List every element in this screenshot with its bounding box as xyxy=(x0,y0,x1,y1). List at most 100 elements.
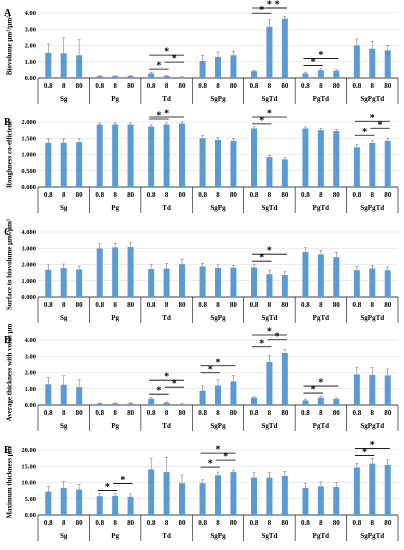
y-tick-label: 2.000 xyxy=(21,262,36,269)
panel-letter: D xyxy=(4,335,11,346)
bar xyxy=(384,140,391,187)
y-axis-label: Surface to biovolume µm²/µm³ xyxy=(6,219,14,310)
bar xyxy=(266,274,273,297)
x-tick-label: 8 xyxy=(268,519,272,527)
x-tick-label: 8 xyxy=(216,519,220,527)
bar xyxy=(60,142,67,187)
group-label: SgTd xyxy=(261,422,277,430)
x-tick-label: 8 xyxy=(216,409,220,417)
bar xyxy=(96,124,103,187)
x-tick-label: 80 xyxy=(76,82,84,90)
group-label: Sg xyxy=(60,532,68,540)
y-tick-label: 2.00 xyxy=(25,370,36,377)
x-tick-label: 0.8 xyxy=(147,301,156,309)
x-tick-label: 80 xyxy=(127,519,135,527)
y-tick-label: 4.00 xyxy=(25,10,36,17)
bar xyxy=(45,269,52,297)
x-tick-label: 8 xyxy=(62,409,66,417)
x-tick-label: 8 xyxy=(165,82,169,90)
x-tick-label: 80 xyxy=(230,82,238,90)
bar xyxy=(281,275,288,297)
x-tick-label: 8 xyxy=(371,409,375,417)
x-tick-label: 80 xyxy=(384,519,392,527)
bar xyxy=(230,472,237,515)
bar xyxy=(353,270,360,297)
bar xyxy=(127,124,134,187)
group-label: SgPg xyxy=(210,422,226,430)
group-label: Sg xyxy=(60,95,68,103)
group-label: SgTd xyxy=(261,95,277,103)
group-label: SgTd xyxy=(261,204,277,212)
x-tick-label: 0.8 xyxy=(301,82,310,90)
bar xyxy=(266,157,273,187)
x-tick-label: 0.8 xyxy=(198,191,207,199)
significance-star: * xyxy=(267,246,272,257)
x-tick-label: 0.8 xyxy=(95,409,104,417)
bar xyxy=(353,467,360,515)
x-tick-label: 80 xyxy=(127,191,135,199)
significance-star: * xyxy=(164,372,169,383)
bar xyxy=(384,464,391,515)
bar xyxy=(76,55,83,78)
x-tick-label: 8 xyxy=(216,191,220,199)
x-tick-label: 80 xyxy=(76,191,84,199)
bar xyxy=(96,403,103,405)
bar xyxy=(333,257,340,297)
bar xyxy=(179,404,185,405)
bar xyxy=(251,71,257,78)
x-tick-label: 0.8 xyxy=(352,301,361,309)
significance-star: * xyxy=(267,327,272,338)
bar xyxy=(251,397,257,405)
group-label: Pg xyxy=(111,314,119,322)
bar xyxy=(112,247,119,297)
y-tick-label: 1.500 xyxy=(21,135,36,142)
bar xyxy=(369,48,376,78)
significance-star: * xyxy=(172,379,177,390)
group-label: Pg xyxy=(111,204,119,212)
x-tick-label: 8 xyxy=(319,409,323,417)
bar xyxy=(76,269,83,297)
bar xyxy=(302,73,309,78)
significance-star: * xyxy=(370,440,375,451)
group-label: Td xyxy=(162,204,171,212)
bar xyxy=(45,491,52,515)
bar xyxy=(317,254,324,297)
bar xyxy=(384,270,391,297)
bar xyxy=(230,381,237,405)
bar xyxy=(369,142,376,187)
bar xyxy=(302,488,309,515)
x-tick-label: 80 xyxy=(333,519,341,527)
significance-star: * xyxy=(156,61,161,72)
significance-star: * xyxy=(267,0,272,11)
bar xyxy=(230,267,237,297)
panel-letter: E xyxy=(4,445,11,456)
group-label: SgPg xyxy=(210,532,226,540)
x-tick-label: 80 xyxy=(281,409,289,417)
bar xyxy=(179,123,185,187)
group-label: SgPgTd xyxy=(360,314,384,322)
x-tick-label: 8 xyxy=(268,191,272,199)
group-label: PgTd xyxy=(313,314,329,322)
group-label: Pg xyxy=(111,532,119,540)
y-tick-label: 1.000 xyxy=(21,152,36,159)
x-tick-label: 0.8 xyxy=(301,191,310,199)
y-tick-label: 0.000 xyxy=(21,184,36,191)
bar xyxy=(60,268,67,297)
bar xyxy=(45,52,52,78)
x-tick-label: 0.8 xyxy=(44,191,53,199)
x-tick-label: 8 xyxy=(113,301,117,309)
bar xyxy=(230,140,237,187)
significance-star: * xyxy=(208,459,213,470)
y-tick-label: 4.00 xyxy=(25,337,36,344)
bar xyxy=(353,45,360,78)
y-tick-label: 5.00 xyxy=(25,496,36,503)
x-tick-label: 80 xyxy=(384,301,392,309)
x-tick-label: 8 xyxy=(62,82,66,90)
bar xyxy=(45,142,52,187)
significance-star: * xyxy=(275,0,280,11)
x-tick-label: 80 xyxy=(230,409,238,417)
significance-star: * xyxy=(362,127,367,138)
